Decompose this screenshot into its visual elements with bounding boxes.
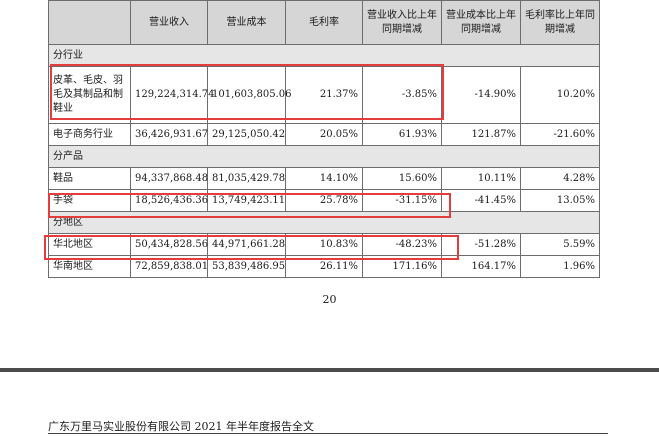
cell-cost: 29,125,050.42 <box>207 123 286 146</box>
cell-margin: 20.05% <box>285 123 363 146</box>
cell-margin-change: 4.28% <box>520 167 600 190</box>
cell-margin-change: 10.20% <box>520 66 600 124</box>
cell-revenue: 94,337,868.48 <box>130 167 208 190</box>
table-row: 华北地区 50,434,828.56 44,971,661.28 10.83% … <box>48 233 600 256</box>
header-revenue-change: 营业收入比上年同期增减 <box>362 0 442 45</box>
page-number: 20 <box>322 293 337 306</box>
cell-cost: 53,839,486.95 <box>207 255 286 278</box>
cell-revenue-change: 61.93% <box>362 123 442 146</box>
header-blank <box>48 0 131 45</box>
section-label-product: 分产品 <box>48 145 600 168</box>
cell-margin-change: 1.96% <box>520 255 600 278</box>
header-margin-change: 毛利率比上年同期增减 <box>520 0 600 45</box>
header-revenue: 营业收入 <box>130 0 208 45</box>
cell-cost-change: 10.11% <box>441 167 521 190</box>
header-cost: 营业成本 <box>207 0 286 45</box>
cell-cost-change: -14.90% <box>441 66 521 124</box>
row-label: 华南地区 <box>48 255 131 278</box>
highlight-box-leather-row <box>50 64 444 120</box>
highlight-box-north-china-row <box>44 235 459 260</box>
cell-margin-change: -21.60% <box>520 123 600 146</box>
cell-revenue: 129,224,314.74 <box>130 66 215 124</box>
cell-revenue: 72,859,838.01 <box>130 255 208 278</box>
table-row: 华南地区 72,859,838.01 53,839,486.95 26.11% … <box>48 255 600 278</box>
table-header-row: 营业收入 营业成本 毛利率 营业收入比上年同期增减 营业成本比上年同期增减 毛利… <box>48 0 600 45</box>
cell-cost: 81,035,429.78 <box>207 167 286 190</box>
section-row: 分产品 <box>48 145 600 168</box>
row-label: 鞋品 <box>48 167 131 190</box>
header-cost-change: 营业成本比上年同期增减 <box>441 0 521 45</box>
table-row: 电子商务行业 36,426,931.67 29,125,050.42 20.05… <box>48 123 600 146</box>
cell-revenue-change: -3.85% <box>362 66 442 124</box>
financial-table: 营业收入 营业成本 毛利率 营业收入比上年同期增减 营业成本比上年同期增减 毛利… <box>48 0 600 278</box>
header-gross-margin: 毛利率 <box>285 0 363 45</box>
table-row: 鞋品 94,337,868.48 81,035,429.78 14.10% 15… <box>48 167 600 190</box>
section-row: 分行业 <box>48 44 600 67</box>
footer-underline <box>48 433 608 434</box>
section-label-industry: 分行业 <box>48 44 600 67</box>
cell-cost-change: -41.45% <box>441 189 521 212</box>
highlight-box-handbag-row <box>48 193 451 218</box>
cell-margin-change: 5.59% <box>520 233 600 256</box>
cell-revenue: 36,426,931.67 <box>130 123 208 146</box>
report-footer: 广东万里马实业股份有限公司 2021 年半年度报告全文 <box>48 420 314 433</box>
cell-revenue-change: 15.60% <box>362 167 442 190</box>
cell-margin-change: 13.05% <box>520 189 600 212</box>
row-label: 电子商务行业 <box>48 123 131 146</box>
page-separator <box>0 368 659 372</box>
cell-margin: 14.10% <box>285 167 363 190</box>
cell-cost-change: 121.87% <box>441 123 521 146</box>
